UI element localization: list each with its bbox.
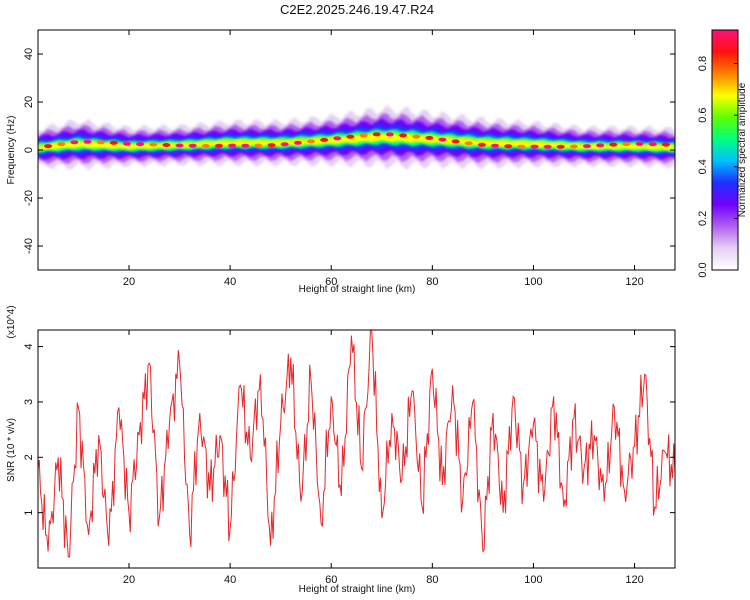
colorbar-tick-label: 0.4: [697, 159, 709, 174]
snr-frame: [37, 329, 676, 569]
spectrogram-peak: [385, 132, 394, 137]
spectrogram-peak: [530, 144, 539, 149]
snr-ytick-label: 3: [23, 399, 35, 405]
spectrogram-peak: [412, 134, 421, 139]
spectrogram-peak: [372, 132, 381, 137]
spectrogram-peak: [293, 140, 302, 145]
spectrogram-peak: [661, 142, 670, 147]
spectrogram-peak: [583, 144, 591, 149]
snr-panel: 20 40 60 80 100 120 1 2 3 4 Height of straight li…: [6, 305, 676, 595]
spectrogram-peak: [609, 142, 618, 147]
spectrogram-peak: [254, 143, 263, 148]
spectrogram-xtick-label: 80: [426, 276, 438, 288]
spectrogram-peak: [201, 143, 210, 148]
snr-marks: [37, 329, 676, 558]
spectrogram-peak: [504, 144, 513, 149]
spectrogram-peak: [228, 143, 237, 148]
spectrogram-xtick-label: 100: [524, 276, 542, 288]
colorbar-label: Normalized spectral amplitude: [737, 82, 748, 217]
snr-xtick-label: 60: [325, 574, 337, 586]
spectrogram-peak: [57, 142, 66, 147]
spectrogram-xlabel: Height of straight line (km): [299, 284, 416, 295]
snr-ytick-label: 4: [23, 344, 35, 350]
spectrogram-ytick-label: 20: [23, 96, 35, 108]
colorbar-tick-label: 0.2: [697, 211, 709, 226]
spectrogram-peak: [123, 141, 131, 146]
snr-axes: 20 40 60 80 100 120 1 2 3 4: [23, 330, 675, 586]
spectrogram-peak: [556, 144, 565, 149]
spectrogram-peak: [96, 140, 105, 145]
spectrogram-peak: [188, 143, 197, 148]
snr-xtick-label: 40: [224, 574, 236, 586]
spectrogram-ytick-label: -40: [23, 238, 35, 254]
colorbar: 0.0 0.2 0.4 0.6 0.8 Normalized spectral ampl…: [697, 29, 748, 278]
spectrogram-ytick-label: 40: [23, 48, 35, 60]
spectrogram-peak: [477, 142, 486, 147]
spectrogram-xtick-label: 60: [325, 276, 337, 288]
spectrogram-peak: [635, 141, 644, 146]
spectrogram-axes: 20 40 60 80 100 120 -40 -20 0 20 40: [23, 30, 675, 288]
snr-ytick-label: 1: [23, 510, 35, 516]
spectrogram-peak: [543, 144, 552, 149]
spectrogram-peak: [267, 143, 276, 148]
spectrogram-peak: [320, 137, 329, 142]
spectrogram-peak: [464, 141, 473, 146]
spectrogram-peak: [136, 142, 145, 147]
spectrogram-ytick-label: 0: [23, 147, 35, 153]
spectrogram-ytick-label: -20: [23, 190, 35, 206]
spectrogram-peak: [70, 140, 79, 145]
colorbar-ticks: 0.0 0.2 0.4 0.6 0.8: [697, 56, 738, 278]
spectrogram-peak: [280, 142, 289, 147]
colorbar-gradient: [712, 30, 738, 270]
snr-multiplier: (x10^4): [6, 305, 17, 338]
spectrogram-peak: [44, 144, 53, 149]
spectrogram-peak: [569, 144, 578, 149]
spectrogram-peak: [622, 142, 631, 146]
spectrogram-peak: [399, 133, 407, 138]
spectrogram-peak: [175, 143, 184, 148]
snr-xtick-label: 20: [123, 574, 135, 586]
spectrogram-peak: [491, 143, 499, 148]
spectrogram-peak: [109, 140, 118, 145]
spectrogram-peak: [83, 139, 92, 144]
spectrogram-marks: [38, 104, 675, 171]
spectrogram-peak: [451, 139, 460, 144]
spectrogram-xtick-label: 20: [123, 276, 135, 288]
spectrogram-band-5: [38, 132, 675, 151]
spectrogram-xtick-label: 40: [224, 276, 236, 288]
spectrogram-peak: [333, 136, 342, 141]
spectrogram-peak: [149, 142, 158, 147]
spectrogram-peak: [438, 137, 447, 142]
snr-xlabel: Height of straight line (km): [299, 584, 416, 595]
snr-xtick-label: 80: [426, 574, 438, 586]
spectrogram-peak: [517, 144, 526, 149]
spectrogram-ylabel: Frequency (Hz): [6, 116, 17, 185]
spectrogram-peak: [596, 143, 605, 148]
colorbar-tick-label: 0.6: [697, 108, 709, 123]
spectrogram-xtick-label: 120: [625, 276, 643, 288]
snr-ylabel: SNR (10 * v/v): [6, 418, 17, 482]
snr-series-line: [37, 329, 676, 558]
spectrogram-peak: [307, 139, 315, 144]
spectrogram-peak: [648, 142, 657, 147]
colorbar-tick-label: 0.8: [697, 56, 709, 71]
snr-ytick-label: 2: [23, 454, 35, 460]
snr-xtick-label: 120: [625, 574, 643, 586]
spectrogram-peak: [425, 135, 434, 140]
spectrogram-peak: [215, 143, 223, 148]
spectrogram-peak: [359, 133, 368, 138]
colorbar-tick-label: 0.0: [697, 262, 709, 277]
spectrogram-panel: 20 40 60 80 100 120 -40 -20 0 20 40 Height of stra…: [6, 29, 676, 295]
spectrogram-peak: [241, 143, 250, 148]
spectrogram-peak: [162, 143, 171, 147]
colorbar-frame: [711, 29, 739, 271]
figure-title: C2E2.2025.246.19.47.R24: [280, 2, 434, 17]
snr-xtick-label: 100: [524, 574, 542, 586]
spectrogram-peak: [346, 134, 355, 139]
